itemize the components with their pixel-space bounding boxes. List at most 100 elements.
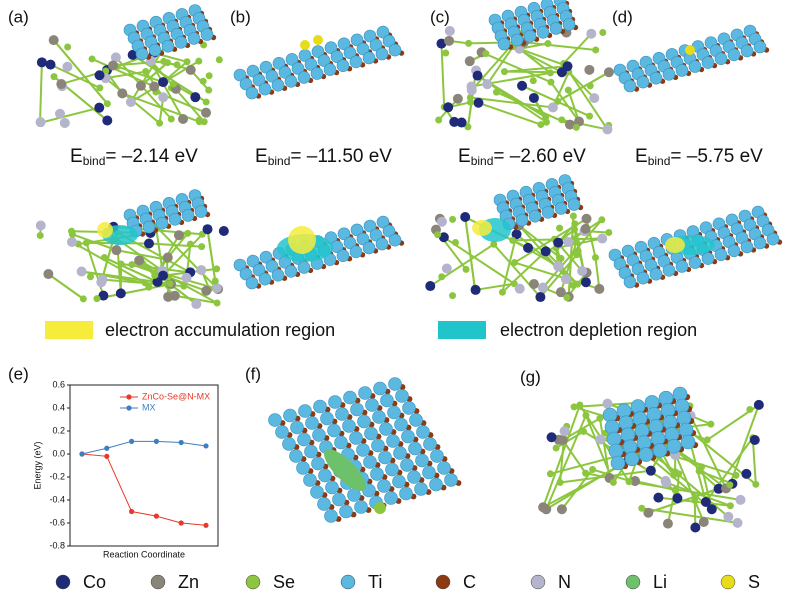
bond <box>116 249 168 261</box>
panel-label: (a) <box>8 7 29 26</box>
atom <box>183 58 191 66</box>
atom <box>265 259 279 273</box>
atom <box>43 269 54 280</box>
atom <box>449 292 457 300</box>
atom-label: Zn <box>178 572 199 592</box>
atom <box>320 411 334 426</box>
atom <box>143 238 154 249</box>
atom <box>586 28 597 39</box>
atom <box>597 233 608 244</box>
atom <box>536 25 550 39</box>
atom <box>337 37 351 51</box>
atom <box>363 219 377 233</box>
atom <box>449 215 457 223</box>
atom <box>202 224 213 235</box>
bond <box>464 216 476 289</box>
atom <box>589 465 597 473</box>
atom <box>111 245 122 256</box>
atom <box>64 43 72 51</box>
atom <box>349 55 363 69</box>
atom <box>595 434 606 445</box>
x-axis-label: Reaction Coordinate <box>103 549 185 559</box>
atom <box>82 239 90 247</box>
atom-label: N <box>558 572 571 592</box>
atom <box>580 223 591 234</box>
atom <box>700 497 711 508</box>
atom <box>556 504 567 515</box>
atom <box>145 283 153 291</box>
atom <box>592 46 600 54</box>
atom <box>305 416 319 430</box>
atom <box>564 119 575 130</box>
atom <box>180 282 188 290</box>
atom <box>102 67 110 75</box>
atom <box>442 49 450 57</box>
panel-label: (b) <box>230 7 251 26</box>
atom <box>289 449 303 463</box>
atom <box>328 395 342 409</box>
atom <box>211 277 219 285</box>
data-point <box>203 522 209 528</box>
legend-marker <box>126 405 132 411</box>
atom <box>465 39 473 47</box>
atom <box>636 75 650 89</box>
atom <box>622 439 638 455</box>
atom <box>456 117 467 128</box>
energy-part: = –5.75 eV <box>670 146 763 167</box>
legend-label: electron depletion region <box>500 320 697 340</box>
atom <box>284 75 298 88</box>
series-line <box>81 440 207 455</box>
atom <box>313 35 323 45</box>
atom <box>555 287 566 298</box>
bond <box>728 404 760 486</box>
atom <box>497 37 511 51</box>
atom <box>363 29 377 43</box>
bond <box>154 226 164 271</box>
atom <box>449 116 460 127</box>
atom <box>407 470 421 484</box>
atom <box>98 290 109 301</box>
legend-swatch <box>45 321 93 339</box>
atom <box>86 273 94 281</box>
atom <box>451 238 459 246</box>
bond <box>71 241 146 284</box>
atom <box>334 435 348 450</box>
atom <box>460 211 471 222</box>
energy-part: E <box>255 146 268 167</box>
atom <box>556 224 564 232</box>
series-line <box>81 453 207 526</box>
atom <box>339 504 353 519</box>
atom <box>552 444 560 452</box>
atom <box>523 29 537 43</box>
atom <box>199 77 207 85</box>
atom-swatch <box>625 574 641 590</box>
atom <box>239 267 253 281</box>
atom <box>385 462 399 477</box>
atom <box>662 414 678 430</box>
atom <box>558 116 566 124</box>
bond <box>641 507 738 524</box>
atom <box>714 52 728 66</box>
atom <box>648 419 664 434</box>
atom <box>393 446 407 460</box>
atom <box>444 25 455 36</box>
atom <box>580 277 591 288</box>
atom <box>378 450 392 465</box>
bond <box>166 259 170 297</box>
atom <box>434 231 442 239</box>
atom-swatch <box>245 574 261 590</box>
atom <box>680 434 696 450</box>
atom <box>298 404 312 418</box>
atom <box>515 213 529 227</box>
atom <box>511 259 519 267</box>
atom <box>652 443 668 458</box>
energy-label: Ebind= –11.50 eV <box>255 146 392 168</box>
atom <box>563 293 571 301</box>
atom <box>201 285 212 296</box>
atom <box>50 73 58 81</box>
energy-part: bind <box>648 154 671 168</box>
charge-blob <box>665 237 685 253</box>
atom <box>271 268 285 282</box>
atom <box>618 415 634 431</box>
atom <box>438 232 449 243</box>
